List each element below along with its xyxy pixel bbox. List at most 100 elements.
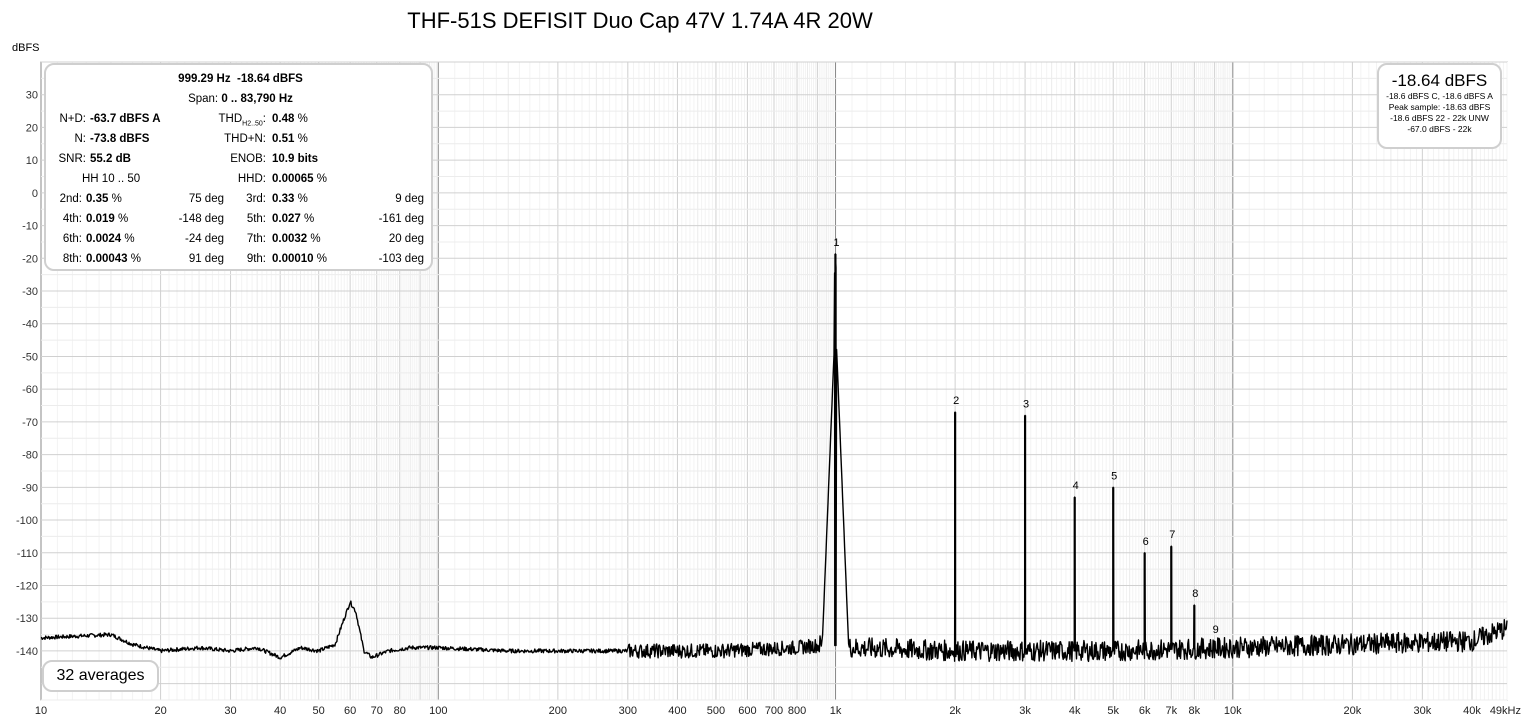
harmonic-value: 0.00043 %: [86, 253, 142, 265]
y-tick-label: -70: [22, 417, 38, 429]
harmonic-peak-label: 6: [1143, 536, 1149, 548]
fundamental-frequency: 999.29 Hz: [178, 73, 231, 85]
x-tick-label: 80: [394, 705, 406, 717]
harmonic-phase: 75 deg: [188, 193, 224, 205]
harmonic-value: 0.00010 %: [272, 253, 328, 265]
harmonic-label: 8th:: [62, 253, 82, 265]
y-tick-label: -110: [17, 548, 38, 560]
x-tick-label: 5k: [1107, 705, 1119, 717]
nd-value: -63.7 dBFS A: [90, 113, 161, 125]
x-tick-label: 400: [668, 705, 686, 717]
x-tick-label: 30k: [1413, 705, 1431, 717]
harmonic-row: 7th: 0.0032 % 20 deg: [234, 231, 424, 247]
x-tick-label: 60: [344, 705, 356, 717]
harmonic-row: 6th: 0.0024 % -24 deg: [46, 231, 236, 247]
n-value: -73.8 dBFS: [90, 133, 150, 145]
y-tick-label: 0: [32, 188, 38, 200]
y-tick-label: -100: [16, 515, 38, 527]
level-detail-2: Peak sample: -18.63 dBFS: [1388, 102, 1491, 112]
x-tick-label: 20k: [1344, 705, 1362, 717]
harmonic-label: 7th:: [246, 233, 266, 245]
x-tick-label: 800: [788, 705, 806, 717]
grid: [40, 61, 1508, 701]
spectrum-line: [40, 253, 1508, 663]
y-tick-label: -20: [22, 253, 38, 265]
enob-value: 10.9 bits: [272, 153, 319, 165]
x-tick-label: 50: [313, 705, 325, 717]
harmonic-row: 9th: 0.00010 % -103 deg: [234, 251, 424, 267]
y-tick-label: 20: [26, 122, 38, 134]
y-tick-label: -120: [16, 580, 38, 592]
y-tick-label: -40: [22, 319, 38, 331]
y-tick-label: 10: [26, 155, 38, 167]
fundamental-level: -18.64 dBFS: [237, 73, 303, 85]
harmonic-peak-label: 5: [1111, 470, 1117, 482]
harmonic-value: 0.027 %: [272, 213, 315, 225]
level-detail-4: -67.0 dBFS - 22k: [1407, 124, 1472, 134]
span-value: 0 .. 83,790 Hz: [221, 93, 293, 105]
x-tick-label: 4k: [1069, 705, 1081, 717]
averages-badge: 32 averages: [42, 660, 159, 692]
x-tick-label: 700: [765, 705, 783, 717]
harmonic-peak-label: 7: [1169, 529, 1175, 541]
level-detail-1: -18.6 dBFS C, -18.6 dBFS A: [1386, 91, 1493, 101]
span-readout: Span: 0 .. 83,790 Hz: [46, 91, 435, 107]
hhd-label: HHD:: [237, 173, 266, 185]
y-tick-label: -130: [16, 613, 38, 625]
x-tick-label: 70: [371, 705, 383, 717]
harmonic-markers: 1 2 3 4 5 6 7 8 9: [833, 237, 1219, 651]
harmonic-row: 3rd: 0.33 % 9 deg: [234, 191, 424, 207]
x-tick-label: 2k: [949, 705, 961, 717]
y-tick-label: 30: [26, 90, 38, 102]
harmonic-row: 8th: 0.00043 % 91 deg: [46, 251, 236, 267]
snr-label: SNR:: [58, 153, 86, 165]
y-tick-label: -10: [22, 221, 38, 233]
harmonic-label: 5th:: [246, 213, 266, 225]
x-tick-label: 20: [154, 705, 166, 717]
x-tick-label: 49kHz: [1490, 705, 1521, 717]
harmonic-value: 0.33 %: [272, 193, 308, 205]
y-tick-label: -60: [22, 384, 38, 396]
harmonic-phase: 91 deg: [188, 253, 224, 265]
harmonic-phase: 9 deg: [395, 193, 424, 205]
snr-value: 55.2 dB: [90, 153, 131, 165]
harmonic-label: 4th:: [62, 213, 82, 225]
x-tick-label: 1k: [830, 705, 842, 717]
x-tick-label: 100: [429, 705, 447, 717]
level-panel: -18.64 dBFS -18.6 dBFS C, -18.6 dBFS A P…: [1377, 63, 1502, 149]
harmonic-phase: -148 deg: [178, 213, 224, 225]
harmonic-peak-label: 8: [1192, 588, 1198, 600]
hhd-value: 0.00065 %: [272, 173, 328, 185]
level-main: -18.64 dBFS: [1391, 71, 1488, 90]
y-axis-label: dBFS: [12, 42, 40, 54]
fundamental-readout: 999.29 Hz -18.64 dBFS: [46, 71, 435, 87]
x-tick-label: 600: [738, 705, 756, 717]
harmonic-value: 0.0024 %: [86, 233, 135, 245]
x-tick-label: 300: [619, 705, 637, 717]
spectrum-trace: [40, 253, 1508, 663]
x-tick-label: 8k: [1188, 705, 1200, 717]
level-detail-3: -18.6 dBFS 22 - 22k UNW: [1390, 113, 1489, 123]
span-label: Span:: [188, 93, 219, 105]
y-tick-label: -140: [16, 646, 38, 658]
y-tick-label: -90: [22, 482, 38, 494]
harmonic-peak-label: 9: [1213, 624, 1219, 636]
harmonic-phase: 20 deg: [388, 233, 424, 245]
thdn-value: 0.51 %: [272, 133, 308, 145]
thdn-label: THD+N:: [224, 133, 266, 145]
x-tick-label: 6k: [1139, 705, 1151, 717]
y-tick-label: -50: [22, 351, 38, 363]
harmonic-row: 2nd: 0.35 % 75 deg: [46, 191, 236, 207]
x-tick-label: 7k: [1165, 705, 1177, 717]
harmonic-label: 9th:: [246, 253, 266, 265]
harmonic-phase: -24 deg: [184, 233, 224, 245]
harmonic-phase: -161 deg: [378, 213, 424, 225]
x-tick-labels: 10 20 30 40 50 60 70 80 100 200 300 400 500 600 700 800…: [35, 705, 1521, 717]
hh-label: HH 10 .. 50: [82, 173, 141, 185]
harmonic-value: 0.35 %: [86, 193, 122, 205]
nd-label: N+D:: [59, 113, 86, 125]
x-tick-label: 10: [35, 705, 47, 717]
harmonic-row: 4th: 0.019 % -148 deg: [46, 211, 236, 227]
harmonic-peak-label: 3: [1023, 398, 1029, 410]
